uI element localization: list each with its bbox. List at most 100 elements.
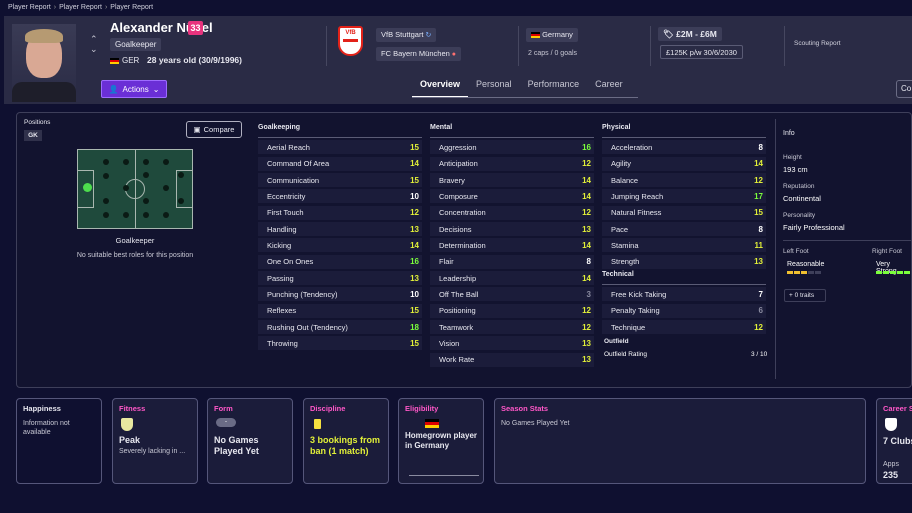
attribute-row[interactable]: Teamwork 12: [430, 320, 594, 335]
position-dot[interactable]: [143, 198, 149, 204]
attribute-row[interactable]: Command Of Area 14: [258, 156, 422, 171]
parent-club-chip[interactable]: FC Bayern München ●: [376, 47, 462, 61]
attribute-row[interactable]: Natural Fitness 15: [602, 205, 766, 220]
current-club-name: VfB Stuttgart: [381, 30, 424, 39]
attribute-value: 14: [410, 159, 419, 169]
club-crest-icon[interactable]: VfB: [338, 26, 363, 56]
attribute-row[interactable]: Kicking 14: [258, 238, 422, 253]
position-dot[interactable]: [178, 198, 184, 204]
form-card[interactable]: Form - No Games Played Yet: [207, 398, 293, 484]
position-dot[interactable]: [103, 198, 109, 204]
tab-overview[interactable]: Overview: [412, 74, 469, 98]
attribute-row[interactable]: Composure 14: [430, 189, 594, 204]
compare-button[interactable]: ▣ Compare: [186, 121, 242, 138]
tab-performance[interactable]: Performance: [527, 79, 580, 89]
attribute-row[interactable]: Strength 13: [602, 254, 766, 269]
position-dot[interactable]: [163, 212, 169, 218]
attribute-row[interactable]: Passing 13: [258, 271, 422, 286]
attribute-row[interactable]: Technique 12: [602, 320, 766, 335]
attribute-value: 15: [410, 175, 419, 185]
tab-bar: Overview Personal Performance Career: [412, 74, 631, 98]
fitness-card[interactable]: Fitness Peak Severely lacking in ...: [112, 398, 198, 484]
breadcrumb: Player Report › Player Report › Player Rep…: [8, 4, 153, 11]
attribute-row[interactable]: Determination 14: [430, 238, 594, 253]
position-pitch[interactable]: [77, 149, 193, 229]
position-dot[interactable]: [123, 185, 129, 191]
attribute-row[interactable]: Flair 8: [430, 254, 594, 269]
scouting-report-label[interactable]: Scouting Report: [794, 40, 841, 47]
value-chip[interactable]: 🏷 £2M - £6M: [658, 27, 722, 41]
chevron-up-icon[interactable]: ⌃: [90, 34, 98, 44]
attribute-name: Decisions: [439, 224, 472, 234]
attribute-row[interactable]: Agility 14: [602, 156, 766, 171]
photo-shirt: [12, 82, 76, 102]
reputation-label: Reputation: [783, 183, 815, 190]
traits-button[interactable]: + 0 traits: [784, 289, 826, 302]
attribute-row[interactable]: Acceleration 8: [602, 140, 766, 155]
eligibility-value: Homegrown player in Germany: [405, 431, 478, 450]
current-club-chip[interactable]: VfB Stuttgart ↻: [376, 28, 437, 42]
attribute-row[interactable]: Free Kick Taking 7: [602, 287, 766, 302]
attribute-row[interactable]: Pace 8: [602, 222, 766, 237]
attribute-row[interactable]: First Touch 12: [258, 205, 422, 220]
position-dot[interactable]: [163, 159, 169, 165]
breadcrumb-item[interactable]: Player Report: [110, 4, 154, 11]
reputation-value: Continental: [783, 194, 821, 203]
attribute-row[interactable]: Aggression 16: [430, 140, 594, 155]
position-dot[interactable]: [123, 159, 129, 165]
breadcrumb-item[interactable]: Player Report: [8, 4, 51, 11]
position-dot[interactable]: [103, 159, 109, 165]
attribute-row[interactable]: Concentration 12: [430, 205, 594, 220]
height-value: 193 cm: [783, 165, 808, 174]
compare-header-button[interactable]: Co: [896, 80, 912, 98]
attribute-row[interactable]: Balance 12: [602, 173, 766, 188]
contract-chip[interactable]: £125K p/w 30/6/2030: [660, 45, 743, 59]
career-stats-card[interactable]: Career St 7 Clubs Apps 235: [876, 398, 912, 484]
attribute-row[interactable]: Handling 13: [258, 222, 422, 237]
attribute-row[interactable]: Vision 13: [430, 336, 594, 351]
left-foot-label: Left Foot: [783, 248, 809, 255]
attribute-row[interactable]: Penalty Taking 6: [602, 303, 766, 318]
position-dot[interactable]: [103, 212, 109, 218]
chevron-down-icon[interactable]: ⌄: [90, 44, 98, 54]
position-dot[interactable]: [143, 172, 149, 178]
attribute-row[interactable]: One On Ones 16: [258, 254, 422, 269]
attribute-row[interactable]: Throwing 15: [258, 336, 422, 351]
attribute-row[interactable]: Jumping Reach 17: [602, 189, 766, 204]
attribute-row[interactable]: Work Rate 13: [430, 352, 594, 367]
position-dot[interactable]: [178, 172, 184, 178]
discipline-card[interactable]: Discipline 3 bookings from ban (1 match): [303, 398, 389, 484]
attribute-row[interactable]: Eccentricity 10: [258, 189, 422, 204]
attribute-row[interactable]: Aerial Reach 15: [258, 140, 422, 155]
career-stats-title: Career St: [883, 404, 912, 413]
attribute-row[interactable]: Decisions 13: [430, 222, 594, 237]
position-dot[interactable]: [103, 173, 109, 179]
position-dot[interactable]: [163, 185, 169, 191]
tab-career[interactable]: Career: [595, 79, 623, 89]
position-dot[interactable]: [143, 212, 149, 218]
position-dot[interactable]: [143, 159, 149, 165]
attribute-row[interactable]: Stamina 11: [602, 238, 766, 253]
attribute-name: Acceleration: [611, 142, 653, 152]
attribute-row[interactable]: Leadership 14: [430, 271, 594, 286]
eligibility-card[interactable]: Eligibility Homegrown player in Germany: [398, 398, 484, 484]
attribute-row[interactable]: Positioning 12: [430, 303, 594, 318]
attribute-row[interactable]: Bravery 14: [430, 173, 594, 188]
attribute-row[interactable]: Rushing Out (Tendency) 18: [258, 320, 422, 335]
attribute-row[interactable]: Anticipation 12: [430, 156, 594, 171]
attribute-value: 12: [582, 322, 591, 332]
tab-personal[interactable]: Personal: [476, 79, 512, 89]
season-stats-card[interactable]: Season Stats No Games Played Yet: [494, 398, 866, 484]
attribute-row[interactable]: Off The Ball 3: [430, 287, 594, 302]
nation-chip[interactable]: Germany: [526, 28, 578, 42]
position-dot[interactable]: [123, 212, 129, 218]
goalkeeper-position-dot[interactable]: [83, 183, 92, 192]
happiness-card[interactable]: Happiness Information not available: [16, 398, 102, 484]
attribute-row[interactable]: Punching (Tendency) 10: [258, 287, 422, 302]
breadcrumb-item[interactable]: Player Report: [59, 4, 102, 11]
actions-button[interactable]: 👤 Actions ⌄: [101, 80, 167, 98]
position-badge[interactable]: GK: [24, 130, 42, 141]
attribute-name: Vision: [439, 338, 460, 348]
attribute-row[interactable]: Reflexes 15: [258, 303, 422, 318]
attribute-row[interactable]: Communication 15: [258, 173, 422, 188]
